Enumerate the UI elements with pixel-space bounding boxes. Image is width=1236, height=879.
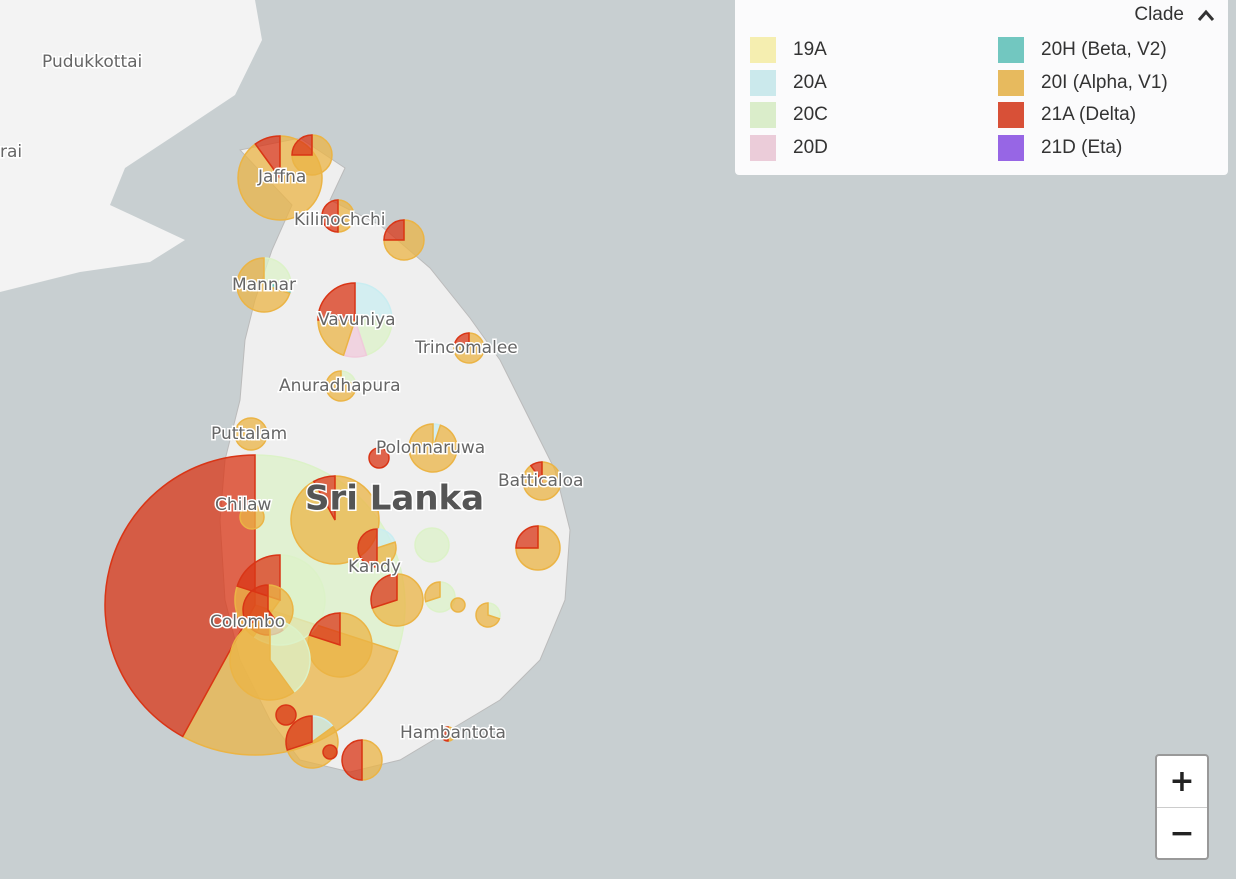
legend-item[interactable]: 20C xyxy=(750,102,828,129)
pie-wedge[interactable] xyxy=(325,370,357,402)
pie-wedge[interactable] xyxy=(317,282,356,321)
legend: Clade 19A 20A 20C 20D 20H (Beta, V2) 20I (Alp… xyxy=(735,0,1228,175)
legend-swatch xyxy=(998,69,1024,96)
legend-label: 20A xyxy=(793,71,827,93)
place-label: Pudukkottai xyxy=(42,52,142,72)
pie-wedge[interactable] xyxy=(370,573,398,609)
pie-wedge[interactable] xyxy=(424,581,441,603)
pie-wedge[interactable] xyxy=(368,447,390,469)
place-label: Vavuniya xyxy=(318,310,396,330)
pie-wedge[interactable] xyxy=(308,612,341,647)
caret[interactable] xyxy=(1196,6,1216,24)
place-label: Colombo xyxy=(210,612,285,632)
pie-wedge[interactable] xyxy=(440,726,449,742)
place-label: Anuradhapura xyxy=(279,376,401,396)
pie-wedge[interactable] xyxy=(239,504,265,530)
pie-wedge[interactable] xyxy=(234,417,268,451)
pie-wedge[interactable] xyxy=(376,541,397,568)
legend-item[interactable]: 20D xyxy=(750,135,828,162)
legend-swatch xyxy=(750,69,776,96)
pie-wedge[interactable] xyxy=(453,332,470,350)
place-label: Jaffna xyxy=(257,167,306,187)
place-label: Sri Lanka xyxy=(305,479,484,519)
legend-swatch xyxy=(750,135,776,162)
pie-wedge[interactable] xyxy=(529,461,543,484)
legend-label: 21D (Eta) xyxy=(1041,137,1123,159)
zoom-control: + − xyxy=(1155,754,1209,860)
legend-label: 19A xyxy=(793,39,827,60)
legend-swatch xyxy=(998,135,1024,162)
pie-wedge[interactable] xyxy=(104,454,256,738)
pie-wedge[interactable] xyxy=(361,739,383,781)
place-label: Batticaloa xyxy=(498,471,583,491)
pie-wedge[interactable] xyxy=(450,597,466,613)
pie-wedge[interactable] xyxy=(236,257,291,313)
pie-wedge[interactable] xyxy=(312,475,336,521)
pie-wedge[interactable] xyxy=(414,527,450,563)
pie-wedge[interactable] xyxy=(357,528,378,568)
place-label: Kilinochchi xyxy=(294,210,385,230)
legend-label: 21A (Delta) xyxy=(1041,104,1137,126)
place-label: Polonnaruwa xyxy=(376,438,485,458)
place-label: rai xyxy=(0,142,22,162)
place-label: Hambantota xyxy=(400,723,506,743)
place-label: Puttalam xyxy=(211,424,287,444)
pie-wedge[interactable] xyxy=(515,525,539,549)
pie-wedge[interactable] xyxy=(291,134,313,156)
pie-wedge[interactable] xyxy=(383,219,405,241)
legend-item[interactable]: 19A xyxy=(750,37,827,63)
legend-label: 20C xyxy=(793,104,828,126)
pie-wedge[interactable] xyxy=(229,619,295,701)
pie-wedge[interactable] xyxy=(269,619,311,694)
pie-wedge[interactable] xyxy=(408,423,458,473)
pie-wedge[interactable] xyxy=(254,135,281,181)
legend-swatch xyxy=(750,37,776,63)
india-land xyxy=(0,0,262,292)
legend-label: 20I (Alpha, V1) xyxy=(1041,71,1168,93)
pie-wedge[interactable] xyxy=(263,257,292,286)
legend-swatch xyxy=(750,102,776,129)
pie-wedge[interactable] xyxy=(337,199,355,233)
legend-label: 20D xyxy=(793,137,828,159)
pie-wedge[interactable] xyxy=(291,134,333,176)
pie-wedge[interactable] xyxy=(317,319,357,357)
pie-wedge[interactable] xyxy=(354,282,393,321)
legend-title[interactable]: Clade xyxy=(1134,4,1184,25)
legend-item[interactable]: 21A (Delta) xyxy=(998,102,1137,129)
zoom-in[interactable]: + xyxy=(1157,756,1207,808)
legend-item[interactable]: 20I (Alpha, V1) xyxy=(998,69,1168,96)
legend-item[interactable]: 21D (Eta) xyxy=(998,135,1123,162)
legend-item[interactable]: 20A xyxy=(750,69,827,96)
legend-swatch xyxy=(998,102,1024,129)
pie-wedge[interactable] xyxy=(322,744,338,760)
legend-swatch xyxy=(998,37,1024,63)
pie-wedge[interactable] xyxy=(341,739,363,781)
place-label: Trincomalee xyxy=(414,338,518,358)
pie-wedge[interactable] xyxy=(285,715,313,751)
zoom-out[interactable]: − xyxy=(1169,816,1195,851)
pie-wedge[interactable] xyxy=(383,219,425,261)
place-label: Chilaw xyxy=(215,495,272,515)
legend-label: 20H (Beta, V2) xyxy=(1041,39,1167,60)
pie-wedge[interactable] xyxy=(475,602,501,628)
pie-wedge[interactable] xyxy=(275,704,297,726)
pie-layer xyxy=(104,134,562,781)
pie-wedge[interactable] xyxy=(321,199,339,233)
place-label: Kandy xyxy=(348,557,401,577)
place-label: Mannar xyxy=(232,275,296,295)
legend-item[interactable]: 20H (Beta, V2) xyxy=(998,37,1167,63)
